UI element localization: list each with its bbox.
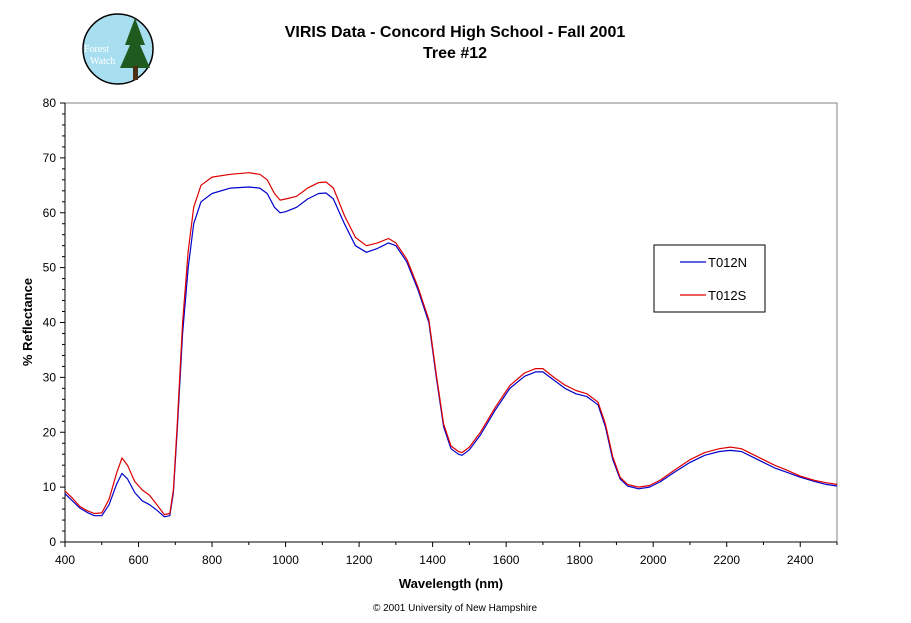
forest-watch-logo: Forest Watch [82, 13, 154, 85]
x-tick-label: 1400 [419, 553, 446, 567]
series-line-t012s [64, 172, 838, 516]
y-tick-label: 40 [43, 316, 57, 330]
legend-box [653, 244, 766, 313]
y-tick-label: 70 [43, 151, 57, 165]
x-tick-label: 1600 [493, 553, 520, 567]
y-axis-label: % Reflectance [20, 278, 35, 366]
series-layer [64, 172, 838, 518]
y-tick-label: 50 [43, 261, 57, 275]
copyright-footer: © 2001 University of New Hampshire [373, 603, 538, 614]
y-tick-label: 60 [43, 206, 57, 220]
x-tick-label: 400 [55, 553, 75, 567]
logo-line-1: Forest [84, 44, 109, 55]
y-tick-label: 80 [43, 96, 57, 110]
x-tick-label: 2200 [713, 553, 740, 567]
chart-subtitle: Tree #12 [423, 45, 487, 62]
x-tick-label: 2400 [787, 553, 814, 567]
legend-label-t012s: T012S [708, 288, 747, 303]
y-tick-label: 20 [43, 425, 57, 439]
tree-icon [120, 18, 150, 68]
x-axis-label: Wavelength (nm) [399, 576, 503, 591]
series-line-t012n [64, 186, 838, 518]
x-tick-label: 2000 [640, 553, 667, 567]
x-tick-label: 600 [129, 553, 149, 567]
y-tick-label: 30 [43, 370, 57, 384]
x-tick-label: 1800 [566, 553, 593, 567]
x-tick-label: 800 [202, 553, 222, 567]
legend-label-t012n: T012N [708, 255, 747, 270]
chart-title: VIRIS Data - Concord High School - Fall … [285, 24, 626, 41]
legend: T012N T012S [653, 244, 766, 313]
x-tick-label: 1000 [272, 553, 299, 567]
y-tick-label: 10 [43, 480, 57, 494]
logo-line-2: Watch [90, 56, 115, 67]
x-ticks: 400 600 800 1000 1200 1400 1600 1800 2000 2200 240… [55, 542, 838, 567]
y-ticks: 0 10 20 30 40 50 60 70 80 [43, 96, 65, 549]
plot-area [64, 102, 838, 543]
x-tick-label: 1200 [346, 553, 373, 567]
y-tick-label: 0 [49, 535, 56, 549]
